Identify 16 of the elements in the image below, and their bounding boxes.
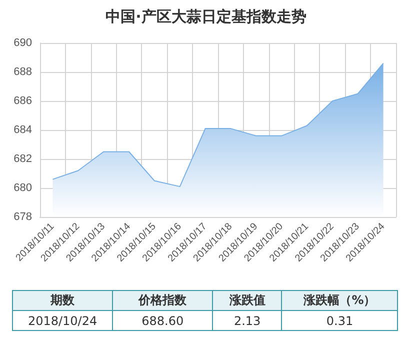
y-tick-label: 684 [14, 124, 32, 136]
text: 价格指数 [112, 290, 213, 310]
text: 期数 [12, 290, 113, 310]
y-tick-label: 688 [14, 66, 32, 78]
y-tick-label: 690 [14, 37, 32, 49]
y-tick-label: 680 [14, 182, 32, 194]
y-tick-label: 682 [14, 153, 32, 165]
y-tick-label: 678 [14, 211, 32, 223]
text: 涨跌值 [212, 290, 282, 310]
text: 涨跌幅（%） [282, 290, 398, 310]
text: 0.31 [282, 310, 398, 330]
y-tick-label: 686 [14, 95, 32, 107]
text: 2.13 [212, 310, 282, 330]
text: 2018/10/24 [12, 310, 113, 330]
chart-title: 中国·产区大蒜日定基指数走势 [106, 8, 306, 26]
text: 688.60 [112, 310, 213, 330]
